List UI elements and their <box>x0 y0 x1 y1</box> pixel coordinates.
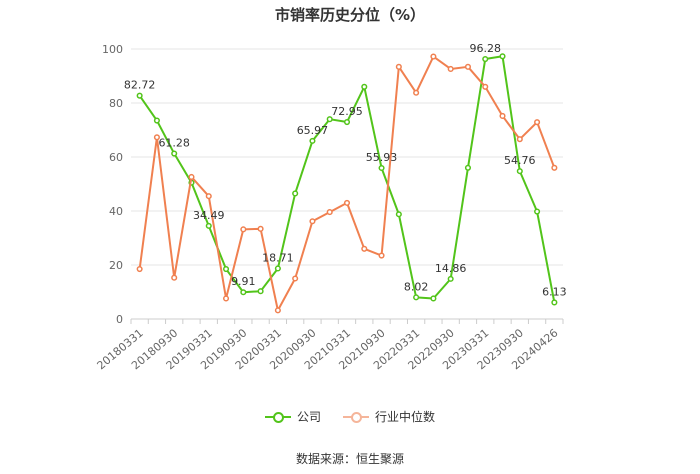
data-point-industry <box>205 193 212 200</box>
data-point-company <box>413 294 420 301</box>
data-point-company <box>326 116 333 123</box>
data-label: 34.49 <box>193 209 225 222</box>
data-point-company <box>136 92 143 99</box>
data-point-industry <box>464 63 472 70</box>
data-label: 6.13 <box>542 285 567 298</box>
data-point-industry <box>395 63 402 70</box>
series-line-company <box>138 55 556 303</box>
data-point-industry <box>240 226 247 233</box>
data-point-industry <box>326 209 333 216</box>
data-point-company <box>395 211 402 218</box>
x-axis: 2018033120180930201903312019093020200331… <box>95 318 564 372</box>
data-point-industry <box>516 136 523 143</box>
data-point-industry <box>343 199 351 206</box>
data-point-company <box>343 118 351 126</box>
series-lines <box>136 53 558 314</box>
data-label: 8.02 <box>404 280 429 293</box>
series-line-industry <box>138 55 556 312</box>
data-point-industry <box>482 83 489 90</box>
data-point-company <box>240 289 247 296</box>
data-point-company <box>378 164 385 172</box>
data-point-company <box>430 295 437 302</box>
data-label: 18.71 <box>262 251 294 264</box>
data-point-industry <box>222 295 230 302</box>
data-label: 96.28 <box>469 42 501 55</box>
data-point-company <box>274 265 281 272</box>
legend-swatch-industry <box>343 410 369 424</box>
data-point-company <box>205 222 212 229</box>
data-label: 61.28 <box>158 137 190 150</box>
data-point-company <box>482 55 489 63</box>
grid-lines <box>131 48 563 266</box>
data-point-industry <box>188 173 195 181</box>
data-point-company <box>222 266 230 273</box>
data-point-industry <box>136 266 143 273</box>
data-point-company <box>499 53 506 60</box>
data-point-industry <box>171 274 178 281</box>
data-point-industry <box>413 89 420 96</box>
legend-item-industry[interactable]: 行业中位数 <box>343 408 435 425</box>
data-point-company <box>171 150 178 157</box>
y-tick-label: 60 <box>109 151 123 164</box>
data-point-industry <box>430 53 437 60</box>
data-source: 数据来源：恒生聚源 <box>295 452 404 466</box>
data-label: 54.76 <box>504 154 536 167</box>
data-point-company <box>447 275 454 282</box>
data-point-industry <box>378 252 385 259</box>
data-point-industry <box>499 112 506 120</box>
legend-swatch-company <box>264 410 291 424</box>
chart-title: 市销率历史分位（%） <box>274 6 426 24</box>
data-point-industry <box>361 245 368 252</box>
y-tick-label: 20 <box>109 259 123 272</box>
y-tick-label: 100 <box>102 43 123 56</box>
data-point-industry <box>153 134 160 141</box>
legend: 公司 行业中位数 <box>0 408 700 425</box>
data-label: 9.91 <box>231 275 256 288</box>
y-axis: 0 20 40 60 80 100 <box>102 43 123 326</box>
data-label: 55.93 <box>366 151 398 164</box>
legend-label-industry: 行业中位数 <box>375 410 436 424</box>
data-point-industry <box>274 307 281 314</box>
y-tick-label: 80 <box>109 97 123 110</box>
data-point-industry <box>292 275 299 282</box>
data-point-industry <box>257 225 264 232</box>
data-point-industry <box>534 119 541 126</box>
data-point-industry <box>447 65 454 73</box>
legend-item-company[interactable]: 公司 <box>264 408 321 425</box>
data-label: 14.86 <box>435 262 467 275</box>
data-point-company <box>309 137 316 144</box>
data-point-company <box>153 117 160 124</box>
data-point-industry <box>309 218 316 225</box>
data-point-company <box>292 190 299 197</box>
data-point-company <box>534 208 541 215</box>
data-label: 82.72 <box>124 79 156 92</box>
data-point-company <box>516 168 523 175</box>
data-point-company <box>464 164 472 171</box>
data-point-company <box>361 83 368 90</box>
legend-label-company: 公司 <box>296 410 321 424</box>
data-point-company <box>257 288 264 295</box>
data-point-company <box>551 299 558 306</box>
data-label: 65.97 <box>297 124 329 137</box>
data-label: 72.95 <box>331 105 363 118</box>
data-point-industry <box>551 164 558 171</box>
y-tick-label: 40 <box>109 205 123 218</box>
y-tick-label: 0 <box>116 313 123 326</box>
